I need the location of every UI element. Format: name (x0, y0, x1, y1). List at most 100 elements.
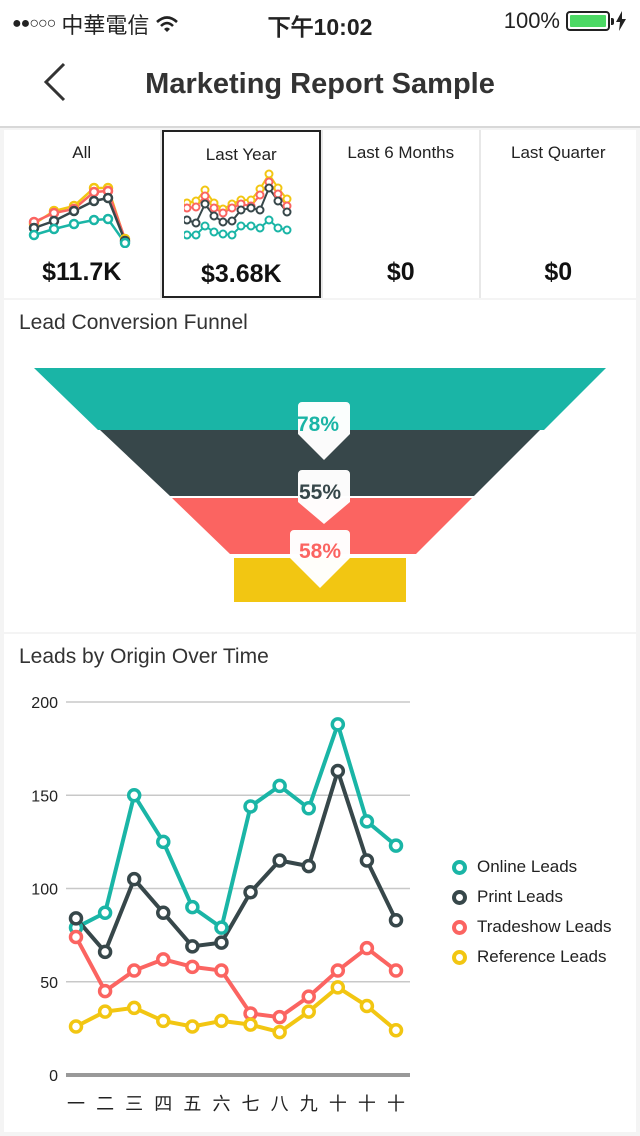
legend-marker (452, 859, 467, 875)
legend-label: Reference Leads (477, 947, 607, 966)
legend-label: Print Leads (477, 887, 563, 906)
data-point (185, 899, 200, 915)
data-point (388, 963, 404, 978)
tile-all[interactable]: All $11.7K (4, 130, 160, 298)
data-point (97, 905, 113, 920)
x-tick-label: 八 (271, 1094, 289, 1115)
series-line (74, 936, 398, 1020)
battery-percent: 100% (503, 8, 560, 33)
data-point (359, 940, 375, 956)
battery-icon (566, 11, 614, 31)
data-point (272, 1024, 287, 1040)
data-point (97, 944, 113, 960)
data-point (272, 853, 287, 868)
funnel-badge-1: 78% (290, 402, 350, 460)
funnel-label-2: 55% (299, 481, 341, 504)
tile-last-6-months[interactable]: Last 6 Months $0 (323, 130, 479, 298)
leads-chart-card: Leads by Origin Over Time 0 50 100 150 200 一二… (4, 634, 636, 1132)
funnel-label-3: 58% (299, 540, 341, 563)
data-point (156, 1013, 171, 1029)
data-point (214, 1013, 229, 1029)
x-tick-label: 九 (300, 1094, 318, 1115)
chevron-left-icon (43, 62, 66, 102)
x-tick-label: 六 (212, 1094, 230, 1115)
legend-item[interactable]: Print Leads (452, 882, 612, 912)
data-point (301, 1004, 316, 1019)
data-point (301, 858, 316, 874)
sparkline-last-year (183, 169, 291, 240)
charging-bolt-icon (616, 11, 626, 31)
x-tick-label: 七 (242, 1094, 260, 1115)
tile-label: Last 6 Months (347, 143, 455, 162)
y-tick-label: 100 (31, 882, 58, 899)
data-point (97, 1004, 113, 1019)
funnel-badge-3: 58% (290, 530, 350, 588)
data-point (359, 814, 375, 829)
data-point (156, 834, 171, 850)
data-point (185, 959, 200, 975)
legend-marker (452, 919, 467, 935)
legend-item[interactable]: Reference Leads (452, 942, 612, 972)
data-point (214, 935, 229, 950)
legend-marker (452, 889, 467, 905)
period-tiles: All $11.7K Last Year (4, 130, 636, 298)
data-point (330, 980, 346, 995)
tile-last-year[interactable]: Last Year $3.68K (161, 130, 321, 298)
tile-last-quarter[interactable]: Last Quarter $0 (480, 130, 636, 298)
funnel-stage-3 (172, 498, 472, 554)
leads-line-chart: 050100150200一二三四五六七八九十十十 (31, 695, 410, 1115)
data-point (243, 799, 258, 814)
funnel-label-1: 78% (297, 413, 339, 436)
x-tick-label: 十 (358, 1094, 376, 1115)
legend-label: Online Leads (477, 857, 578, 876)
data-point (68, 929, 84, 945)
data-point (185, 939, 200, 954)
series-line (74, 769, 398, 954)
tile-label: Last Year (205, 145, 277, 164)
data-point (359, 853, 375, 868)
funnel-card: 78% 55% 58% Lead Conversion Funnel (4, 300, 636, 632)
clock: 下午10:02 (267, 14, 373, 40)
data-point (156, 952, 171, 967)
tile-value: $11.7K (42, 258, 122, 286)
data-point (301, 989, 316, 1004)
data-point (214, 963, 229, 978)
legend-item[interactable]: Tradeshow Leads (452, 912, 612, 942)
funnel-title: Lead Conversion Funnel (19, 311, 248, 334)
x-tick-label: 三 (125, 1094, 143, 1115)
battery-level (570, 15, 606, 27)
legend-label: Tradeshow Leads (477, 917, 612, 936)
data-point (243, 884, 258, 900)
x-tick-label: 一 (67, 1094, 85, 1115)
data-point (330, 717, 346, 732)
x-tick-label: 十 (387, 1094, 405, 1115)
data-point (126, 871, 142, 887)
x-tick-label: 二 (96, 1094, 114, 1115)
data-point (388, 912, 404, 928)
data-point (272, 1009, 287, 1025)
legend-item[interactable]: Online Leads (452, 852, 612, 882)
data-point (126, 788, 142, 803)
data-point (243, 1006, 258, 1021)
x-tick-label: 五 (183, 1094, 201, 1115)
status-bar: ●●○○○ 中華電信 下午10:02 100% (0, 0, 640, 42)
tile-value: $3.68K (200, 260, 282, 288)
data-point (388, 838, 404, 853)
legend-marker (452, 949, 467, 965)
x-tick-label: 十 (329, 1094, 347, 1115)
data-point (272, 778, 287, 794)
data-point (126, 963, 142, 978)
back-button[interactable] (30, 58, 80, 108)
funnel-stage-1 (34, 368, 606, 430)
tile-label: Last Quarter (511, 143, 606, 162)
sparkline-all (28, 182, 131, 248)
data-point (97, 983, 113, 999)
data-point (126, 1000, 142, 1016)
data-point (156, 905, 171, 920)
funnel-stage-2 (100, 430, 540, 496)
carrier-name: 中華電信 (61, 13, 150, 38)
carrier-info: ●●○○○ 中華電信 (12, 8, 179, 40)
data-point (330, 963, 346, 978)
tile-label: All (72, 143, 92, 162)
series-line (75, 722, 398, 930)
